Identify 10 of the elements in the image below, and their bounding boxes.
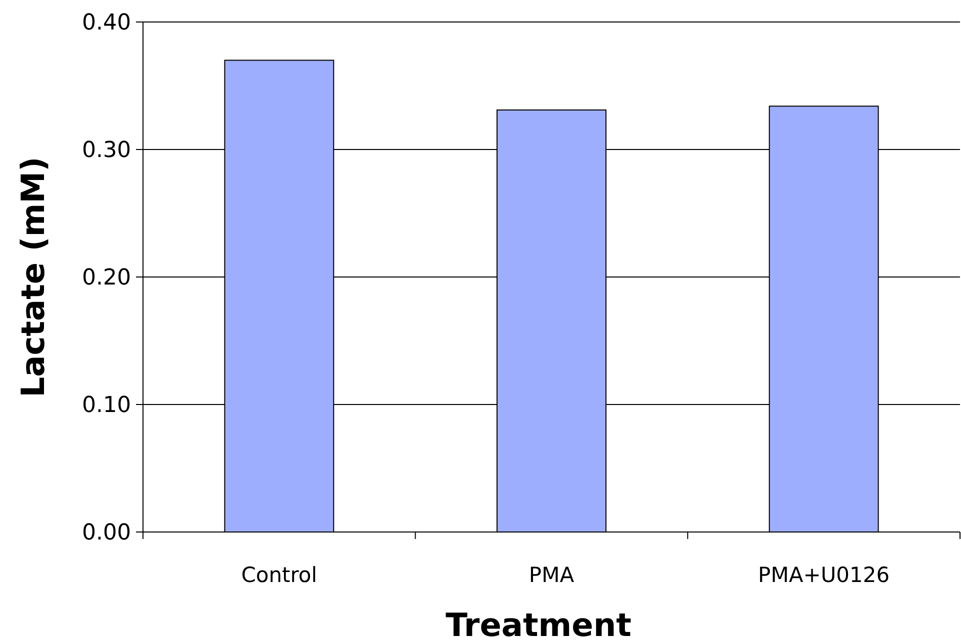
y-tick-label: 0.20 [82,266,131,291]
x-axis-title: Treatment [446,606,632,640]
y-tick-label: 0.40 [82,10,131,36]
x-tick-label: PMA+U0126 [758,563,890,587]
y-tick-label: 0.30 [82,138,131,164]
x-tick-label: Control [241,563,318,587]
y-axis-title: Lactate (mM) [14,156,52,398]
y-tick-label: 0.00 [82,520,131,546]
y-tick-label: 0.10 [82,393,131,418]
x-tick-label: PMA [528,563,575,587]
